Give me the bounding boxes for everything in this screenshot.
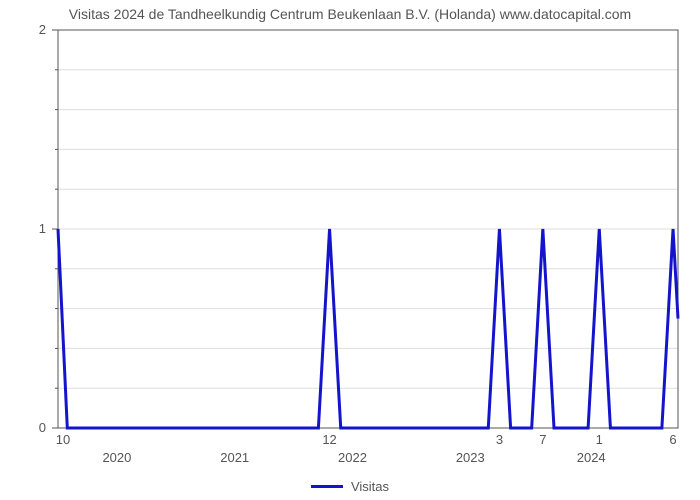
chart-legend: Visitas: [0, 478, 700, 494]
svg-text:2: 2: [39, 24, 46, 37]
svg-text:6: 6: [669, 432, 676, 447]
chart-plot-area: 0121012371620202021202220232024: [18, 24, 690, 472]
svg-text:7: 7: [539, 432, 546, 447]
svg-text:12: 12: [322, 432, 336, 447]
legend-label: Visitas: [351, 479, 389, 494]
svg-text:2024: 2024: [577, 450, 606, 465]
svg-text:2021: 2021: [220, 450, 249, 465]
svg-text:10: 10: [56, 432, 70, 447]
svg-text:2020: 2020: [102, 450, 131, 465]
svg-text:3: 3: [496, 432, 503, 447]
svg-text:1: 1: [596, 432, 603, 447]
svg-text:2023: 2023: [456, 450, 485, 465]
chart-container: Visitas 2024 de Tandheelkundig Centrum B…: [0, 0, 700, 500]
chart-title: Visitas 2024 de Tandheelkundig Centrum B…: [0, 6, 700, 22]
svg-text:0: 0: [39, 420, 46, 435]
svg-text:1: 1: [39, 221, 46, 236]
legend-swatch: [311, 485, 343, 488]
svg-text:2022: 2022: [338, 450, 367, 465]
